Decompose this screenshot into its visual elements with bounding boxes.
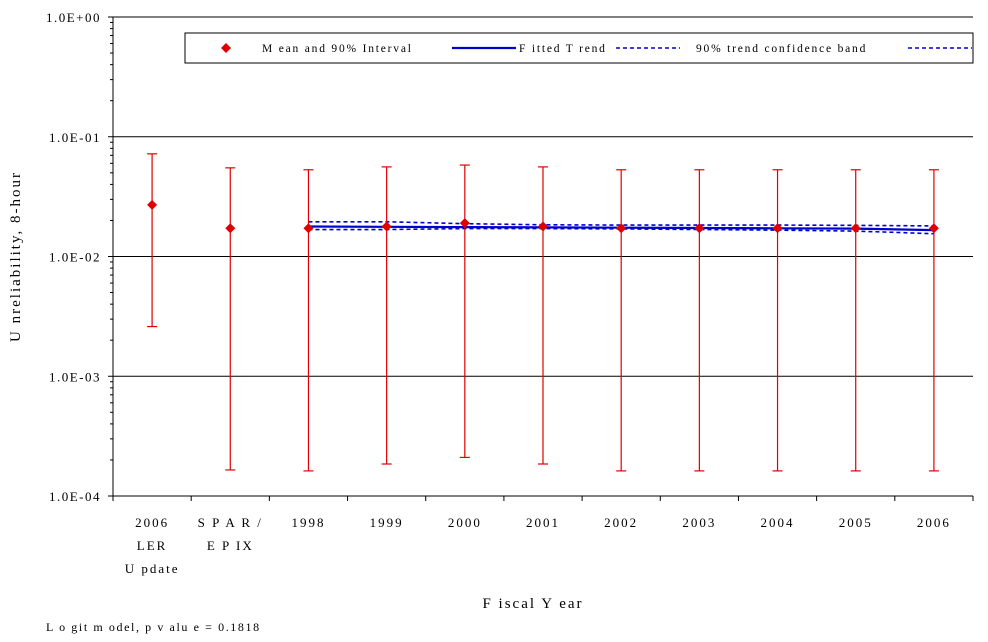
y-tick-label: 1.0E-01 [49,130,101,145]
legend-label: M ean and 90% Interval [262,43,413,55]
mean-point [616,223,627,234]
mean-point [147,199,158,210]
mean-point [225,223,236,234]
x-tick-label: 1998 [291,515,325,530]
legend-label: 90% trend confidence band [696,43,867,55]
x-tick-label: 2003 [682,515,716,530]
mean-point [850,223,861,234]
model-note: L o git m odel, p v alu e = 0.1818 [46,620,261,634]
x-tick-label: U pdate [125,561,180,576]
x-tick-label: 1999 [370,515,404,530]
x-tick-label: 2005 [839,515,873,530]
y-axis-title: U nreliability, 8-hour [8,171,24,342]
x-tick-label: E P IX [207,538,254,553]
x-tick-label: 2002 [604,515,638,530]
confidence-band-upper [308,220,934,227]
x-axis-title: F iscal Y ear [482,596,583,612]
x-tick-label: LER [137,538,168,553]
mean-point [381,221,392,232]
legend-box [184,32,974,64]
y-tick-label: 1.0E-02 [49,250,101,265]
x-tick-label: 2006 [135,515,169,530]
mean-point [928,223,939,234]
y-tick-label: 1.0E+00 [46,10,101,25]
y-tick-label: 1.0E-03 [49,369,101,384]
x-tick-label: 2004 [761,515,795,530]
x-tick-label: 2001 [526,515,560,530]
confidence-band-lower [308,227,934,235]
x-tick-label: S P A R / [198,515,263,530]
x-tick-label: 2000 [448,515,482,530]
mean-point [459,218,470,229]
mean-point [303,223,314,234]
mean-point [538,221,548,232]
mean-point [694,223,705,234]
mean-point [772,223,783,234]
y-tick-label: 1.0E-04 [49,489,101,504]
legend-marker-diamond [221,43,231,53]
legend-label: F itted T rend [519,43,607,55]
x-tick-label: 2006 [917,515,951,530]
